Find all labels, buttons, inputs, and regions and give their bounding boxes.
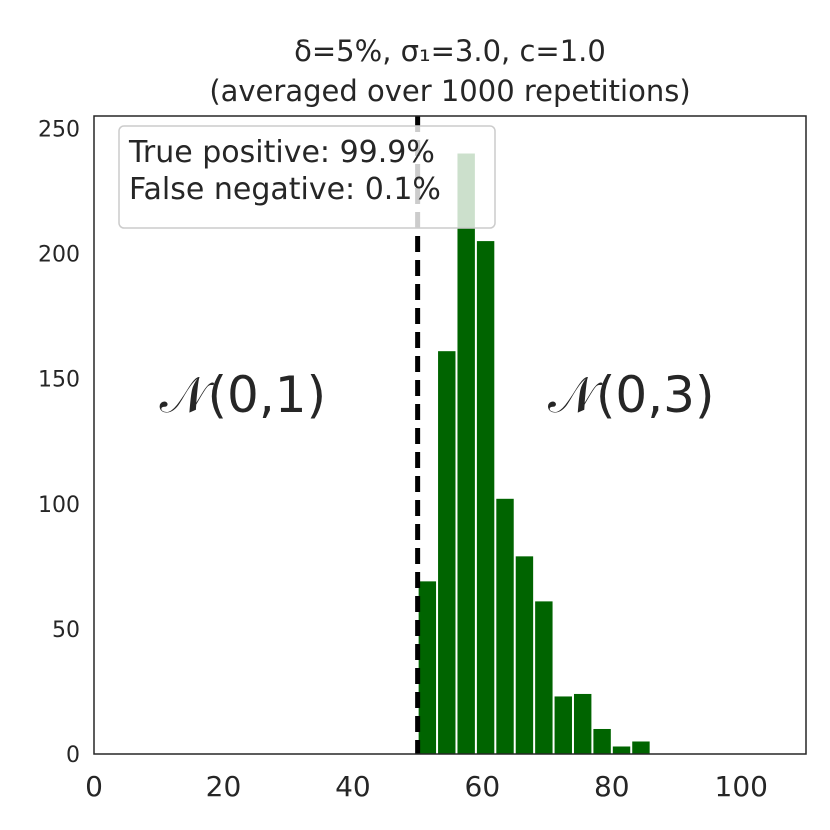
y-tick-label-2: 100 <box>38 493 80 518</box>
chart-title-line-2: (averaged over 1000 repetitions) <box>209 74 690 108</box>
x-tick-label-5: 100 <box>715 770 768 803</box>
legend-frame <box>118 125 496 229</box>
histogram-bar-5 <box>515 556 534 754</box>
histogram-bar-9 <box>593 728 611 754</box>
legend-false-negative: False negative: 0.1% <box>129 172 441 207</box>
histogram-bar-3 <box>476 241 495 755</box>
annotation-null-distribution: 𝒩(0,1) <box>160 366 326 424</box>
histogram-bar-8 <box>573 693 592 754</box>
annotation-alt-distribution: 𝒩(0,3) <box>548 366 714 424</box>
y-tick-label-1: 50 <box>52 618 80 643</box>
histogram-bars <box>418 153 650 755</box>
histogram-bar-4 <box>496 498 514 754</box>
histogram-bar-0 <box>418 581 437 754</box>
plot-frame <box>93 115 807 755</box>
x-axis-ticks: 0 20 40 60 80 100 <box>85 770 768 803</box>
x-tick-label-1: 20 <box>206 770 242 803</box>
histogram-bar-6 <box>535 601 553 754</box>
y-tick-label-0: 0 <box>66 743 80 768</box>
y-tick-label-5: 250 <box>38 118 80 143</box>
x-tick-label-0: 0 <box>85 770 103 803</box>
y-axis-ticks: 0 50 100 150 200 250 <box>38 118 80 768</box>
y-tick-label-3: 150 <box>38 368 80 393</box>
histogram-bar-7 <box>554 696 572 754</box>
histogram-bar-2 <box>457 153 475 754</box>
histogram-bar-11 <box>632 741 650 754</box>
x-tick-label-4: 80 <box>594 770 630 803</box>
legend-box: True positive: 99.9% False negative: 0.1… <box>118 125 496 229</box>
legend-true-positive: True positive: 99.9% <box>128 135 435 170</box>
histogram-bar-10 <box>612 746 631 754</box>
y-tick-label-4: 200 <box>38 243 80 268</box>
histogram-bar-1 <box>438 351 456 754</box>
x-tick-label-2: 40 <box>335 770 371 803</box>
x-tick-label-3: 60 <box>465 770 501 803</box>
chart-title-line-1: δ=5%, σ₁=3.0, c=1.0 <box>294 34 606 68</box>
